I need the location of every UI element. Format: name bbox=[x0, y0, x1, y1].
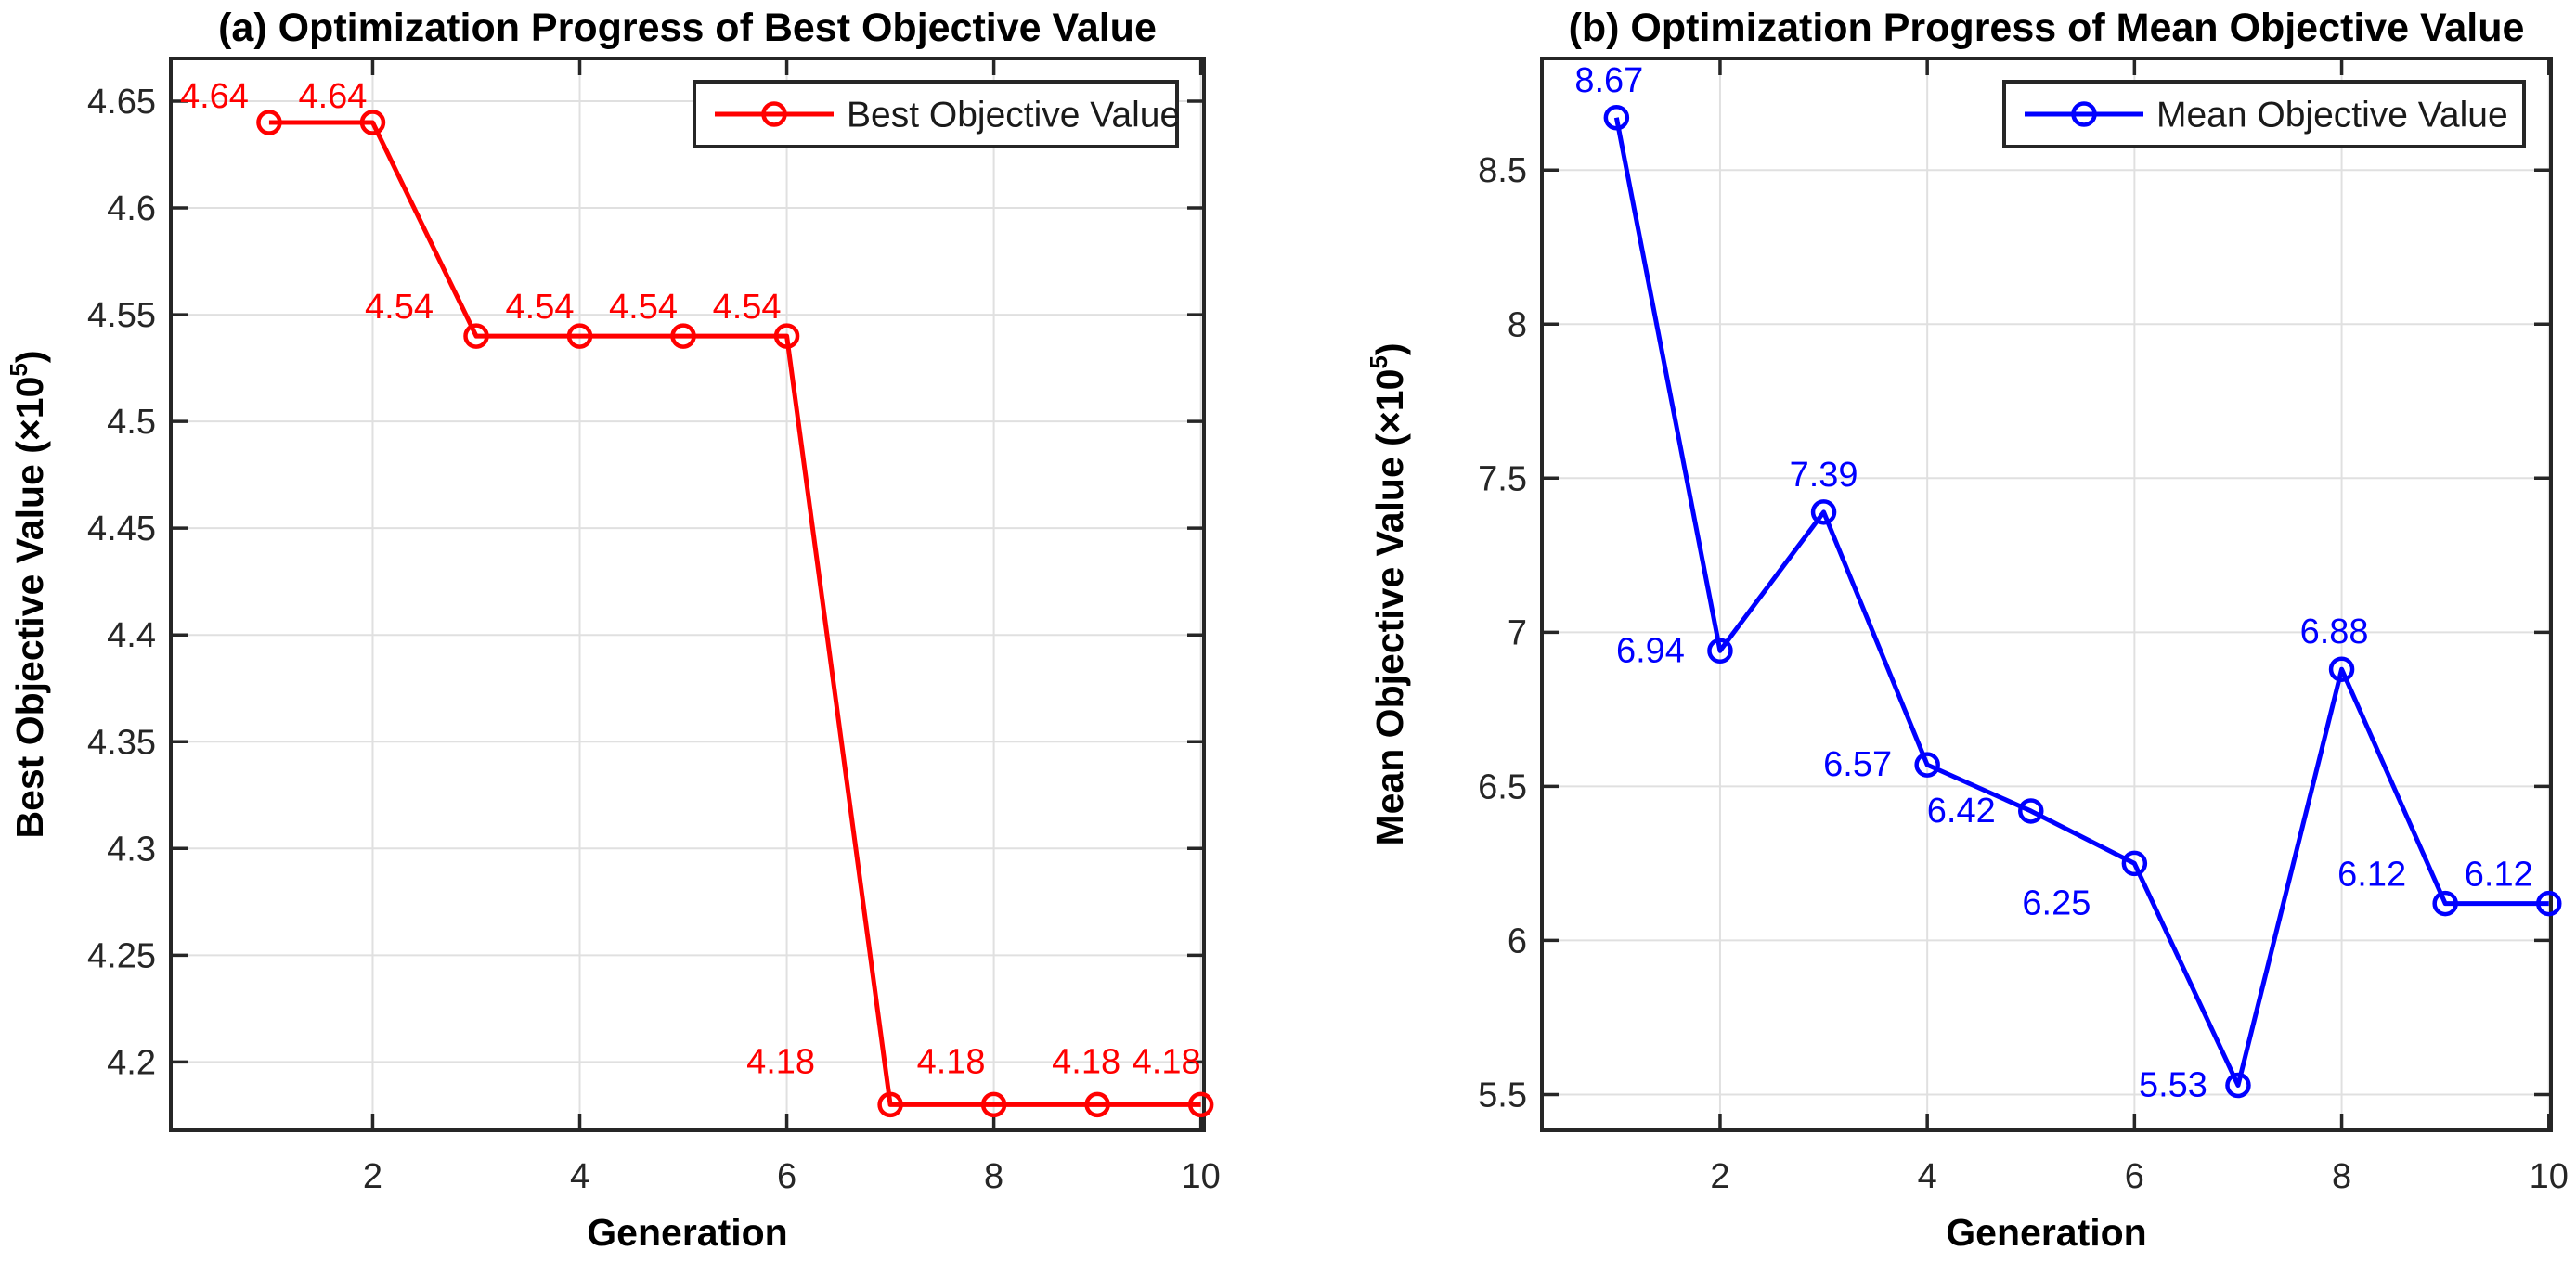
data-point-marker bbox=[877, 1091, 903, 1118]
data-point-marker bbox=[2225, 1072, 2251, 1099]
data-point-marker bbox=[1810, 499, 1837, 525]
data-point-label: 4.54 bbox=[609, 288, 678, 327]
data-point-label: 6.88 bbox=[2300, 612, 2369, 651]
legend-marker bbox=[2071, 101, 2097, 127]
data-point-marker bbox=[359, 110, 386, 135]
data-point-label: 4.54 bbox=[713, 288, 782, 327]
data-point-marker bbox=[670, 323, 696, 349]
y-tick-label: 4.45 bbox=[87, 509, 156, 548]
axis-border bbox=[169, 57, 1206, 1132]
x-tick-label: 8 bbox=[984, 1157, 1003, 1196]
legend: Best Objective Value bbox=[693, 80, 1180, 148]
legend-label: Best Objective Value bbox=[847, 96, 1180, 135]
legend-label: Mean Objective Value bbox=[2156, 96, 2508, 135]
legend-marker bbox=[761, 101, 787, 127]
y-tick-label: 8.5 bbox=[1478, 151, 1527, 190]
y-tick-label: 4.3 bbox=[107, 830, 156, 869]
x-tick-label: 2 bbox=[363, 1157, 382, 1196]
data-point-label: 6.12 bbox=[2465, 856, 2533, 895]
x-tick-label: 4 bbox=[1918, 1157, 1937, 1196]
data-point-label: 6.94 bbox=[1616, 631, 1685, 670]
y-tick-label: 4.65 bbox=[87, 83, 156, 122]
data-point-marker bbox=[1707, 638, 1733, 664]
chart-title: (a) Optimization Progress of Best Object… bbox=[218, 6, 1157, 50]
data-point-marker bbox=[2432, 890, 2458, 917]
x-axis-label: Generation bbox=[1946, 1211, 2146, 1254]
data-point-marker bbox=[980, 1091, 1007, 1118]
data-point-label: 4.18 bbox=[1052, 1042, 1120, 1081]
data-point-label: 4.64 bbox=[180, 77, 249, 116]
chart-b: 2 4 6 8 105.566.577.588.58.676.947.396.576.4… bbox=[1365, 6, 2569, 1254]
series-line-best-objective-value bbox=[268, 120, 1201, 1107]
y-tick-label: 6.5 bbox=[1478, 767, 1527, 806]
data-point-label: 4.54 bbox=[506, 288, 575, 327]
axis-border bbox=[1540, 57, 2553, 1132]
chart-title: (b) Optimization Progress of Mean Object… bbox=[1569, 6, 2525, 50]
y-tick-label: 4.4 bbox=[107, 616, 156, 655]
x-tick-label: 2 bbox=[1710, 1157, 1729, 1196]
chart-a: 2 4 6 8 10 4.2 4.25 4.3 4.35 4.4 4.45 4.5 4.55 4.6 4.6… bbox=[5, 6, 1221, 1254]
x-tick-label: 6 bbox=[777, 1157, 796, 1196]
data-point-marker bbox=[2536, 890, 2562, 917]
x-tick-label: 8 bbox=[2332, 1157, 2351, 1196]
x-tick-label: 10 bbox=[1182, 1157, 1221, 1196]
y-tick-label: 4.2 bbox=[107, 1043, 156, 1082]
data-point-marker bbox=[566, 323, 593, 349]
data-point-label: 6.57 bbox=[1823, 745, 1892, 784]
y-axis-label: Best Objective Value (×105) bbox=[5, 350, 51, 838]
data-point-label: 4.54 bbox=[365, 288, 434, 327]
series-line-mean-objective-value bbox=[1613, 117, 2549, 1089]
data-point-label: 4.64 bbox=[298, 77, 367, 116]
data-point-marker bbox=[1084, 1091, 1110, 1118]
y-tick-label: 6 bbox=[1508, 921, 1527, 960]
y-tick-label: 5.5 bbox=[1478, 1076, 1527, 1115]
data-point-label: 6.12 bbox=[2337, 856, 2406, 895]
data-point-marker bbox=[2018, 798, 2044, 824]
y-tick-label: 7 bbox=[1508, 613, 1527, 652]
data-point-label: 5.53 bbox=[2139, 1066, 2207, 1105]
y-tick-label: 8 bbox=[1508, 305, 1527, 344]
data-point-label: 6.25 bbox=[2022, 883, 2091, 922]
y-tick-label: 7.5 bbox=[1478, 459, 1527, 498]
legend: Mean Objective Value bbox=[2002, 80, 2526, 148]
data-point-label: 4.18 bbox=[746, 1042, 815, 1081]
data-point-marker bbox=[1914, 752, 1940, 778]
y-tick-label: 4.6 bbox=[107, 189, 156, 228]
y-tick-label: 4.25 bbox=[87, 936, 156, 975]
x-tick-label: 10 bbox=[2530, 1157, 2569, 1196]
data-point-label: 4.18 bbox=[1133, 1042, 1201, 1081]
data-point-label: 7.39 bbox=[1790, 456, 1858, 495]
data-point-label: 6.42 bbox=[1927, 792, 1996, 831]
y-tick-label: 4.35 bbox=[87, 723, 156, 762]
data-point-marker bbox=[2328, 656, 2355, 682]
data-point-marker bbox=[256, 110, 282, 135]
data-point-marker bbox=[1187, 1091, 1214, 1118]
data-point-marker bbox=[773, 323, 800, 349]
x-tick-label: 4 bbox=[570, 1157, 589, 1196]
data-point-marker bbox=[2121, 850, 2148, 877]
data-point-marker bbox=[1603, 105, 1630, 131]
x-tick-label: 6 bbox=[2125, 1157, 2144, 1196]
data-point-label: 8.67 bbox=[1574, 61, 1643, 100]
y-axis-label: Mean Objective Value (×105) bbox=[1365, 342, 1411, 845]
x-axis-label: Generation bbox=[587, 1211, 787, 1254]
y-tick-label: 4.5 bbox=[107, 403, 156, 442]
data-point-label: 4.18 bbox=[917, 1042, 986, 1081]
y-tick-label: 4.55 bbox=[87, 296, 156, 335]
data-point-marker bbox=[463, 323, 489, 349]
